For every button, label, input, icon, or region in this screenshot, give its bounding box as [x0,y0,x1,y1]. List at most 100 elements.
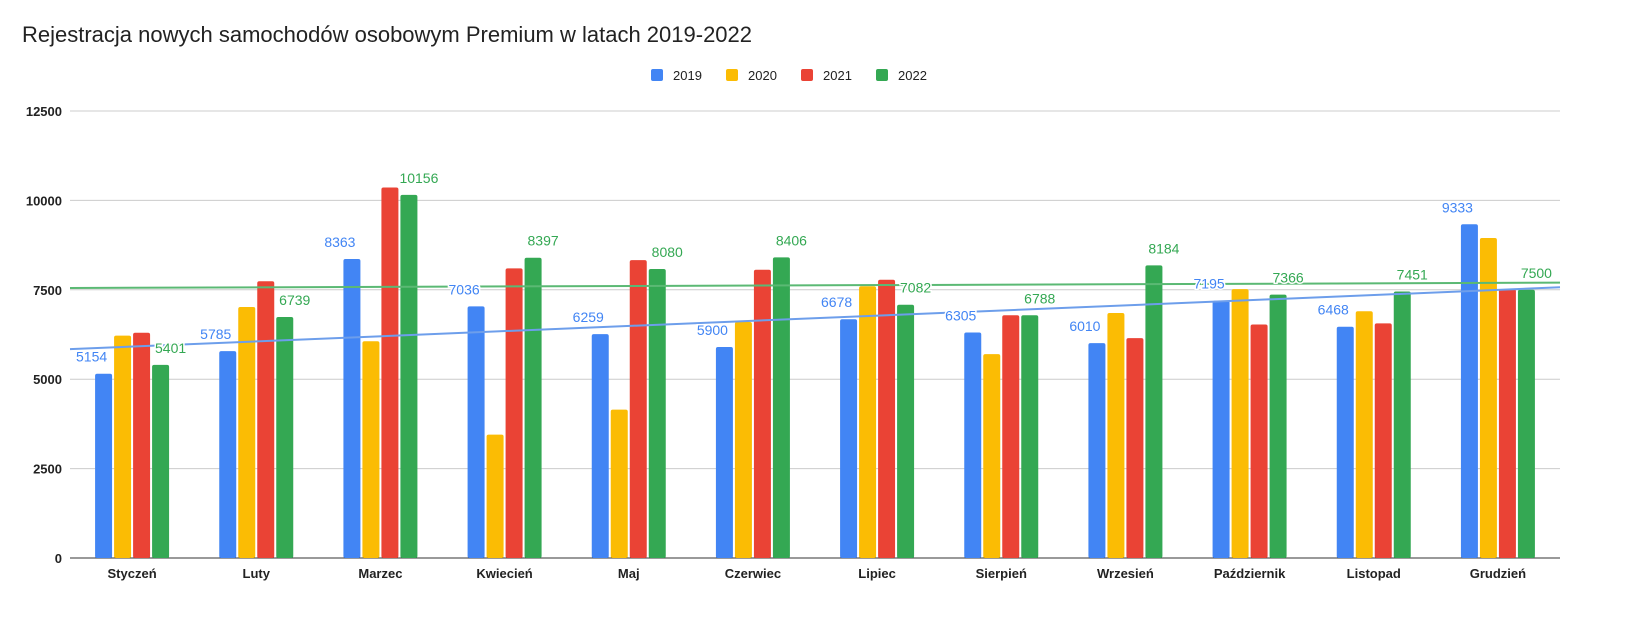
y-tick-label: 5000 [33,372,62,387]
bar-2019 [1212,300,1230,558]
bar-2020 [238,306,256,558]
bar-2020 [734,321,752,558]
data-label-2022: 8080 [652,244,683,260]
bar-2021 [381,187,399,558]
bar-2022 [524,257,542,558]
x-tick-label: Maj [618,566,640,581]
bar-2022 [648,269,666,558]
bar-2021 [1498,289,1516,558]
bar-2019 [1460,224,1478,558]
bar-2020 [114,335,132,558]
data-label-2022: 8406 [776,232,807,248]
legend-swatch-2019 [651,69,663,81]
legend-swatch-2022 [876,69,888,81]
bar-2022 [1517,289,1535,558]
data-label-2019: 6010 [1069,318,1100,334]
bar-2022 [152,364,170,558]
data-label-2019: 7036 [449,281,480,297]
data-label-2019: 6468 [1318,302,1349,318]
bar-2020 [859,286,877,558]
data-label-2022: 6788 [1024,290,1055,306]
data-label-2022: 5401 [155,340,186,356]
bar-2021 [1374,323,1392,558]
bar-2020 [1355,311,1373,558]
bar-2021 [753,269,771,558]
data-label-2022: 8397 [528,233,559,249]
data-label-2022: 6739 [279,292,310,308]
data-label-2019: 5900 [697,322,728,338]
data-label-2022: 8184 [1148,240,1179,256]
bar-2021 [505,268,523,558]
legend-label-2020: 2020 [748,68,777,83]
y-tick-label: 10000 [26,193,62,208]
data-label-2022: 7366 [1273,270,1304,286]
bar-2020 [610,409,628,558]
data-label-2019: 5154 [76,349,107,365]
legend-label-2022: 2022 [898,68,927,83]
data-label-2019: 6305 [945,308,976,324]
legend-swatch-2021 [801,69,813,81]
data-label-2022: 7082 [900,280,931,296]
bar-2019 [219,351,237,558]
data-label-2019: 5785 [200,326,231,342]
bar-2021 [1250,324,1268,558]
bar-2020 [1231,289,1249,558]
bar-2022 [1021,315,1039,558]
data-label-2022: 10156 [399,170,438,186]
trendline-2019 [69,286,1561,351]
data-label-2019: 8363 [324,234,355,250]
bar-2022 [400,194,418,558]
x-tick-label: Kwiecień [476,566,532,581]
bar-2020 [362,341,380,558]
y-tick-label: 2500 [33,462,62,477]
legend-swatch-2020 [726,69,738,81]
chart-title: Rejestracja nowych samochodów osobowym P… [22,22,753,47]
bar-2019 [343,258,361,558]
bar-2019 [95,373,113,558]
data-label-2022: 7451 [1397,267,1428,283]
bar-2019 [840,319,858,558]
bar-2022 [897,304,915,558]
x-tick-label: Październik [1214,566,1286,581]
bar-2021 [629,260,647,558]
bar-2021 [257,281,275,558]
bar-2021 [878,279,896,558]
data-label-2019: 6678 [821,294,852,310]
data-label-2019: 6259 [573,309,604,325]
bar-2020 [1479,237,1497,558]
data-label-2022: 7500 [1521,265,1552,281]
bar-2021 [1002,315,1020,558]
bar-2019 [1336,326,1354,558]
bar-2019 [467,306,485,558]
bar-2022 [1393,291,1411,558]
data-label-2019: 7195 [1194,276,1225,292]
bar-2021 [133,332,151,558]
x-tick-label: Luty [243,566,271,581]
bar-2019 [1088,343,1106,558]
x-tick-label: Marzec [358,566,402,581]
bar-2020 [1107,313,1125,558]
bar-2022 [772,257,790,558]
bar-2022 [1145,265,1163,558]
x-tick-label: Styczeń [108,566,157,581]
x-tick-label: Grudzień [1470,566,1526,581]
y-tick-label: 7500 [33,283,62,298]
x-tick-label: Lipiec [858,566,896,581]
bar-2019 [715,347,733,558]
bar-2020 [486,434,504,558]
y-tick-label: 0 [55,551,62,566]
legend-label-2019: 2019 [673,68,702,83]
bar-2022 [1269,294,1287,558]
legend-label-2021: 2021 [823,68,852,83]
y-tick-label: 12500 [26,104,62,119]
x-tick-label: Sierpień [976,566,1027,581]
x-tick-label: Czerwiec [725,566,781,581]
bar-2022 [276,317,294,558]
bar-2020 [983,354,1001,558]
x-tick-label: Listopad [1347,566,1401,581]
bar-2019 [591,334,609,558]
bar-2019 [964,332,982,558]
x-tick-label: Wrzesień [1097,566,1154,581]
bar-2021 [1126,338,1144,558]
